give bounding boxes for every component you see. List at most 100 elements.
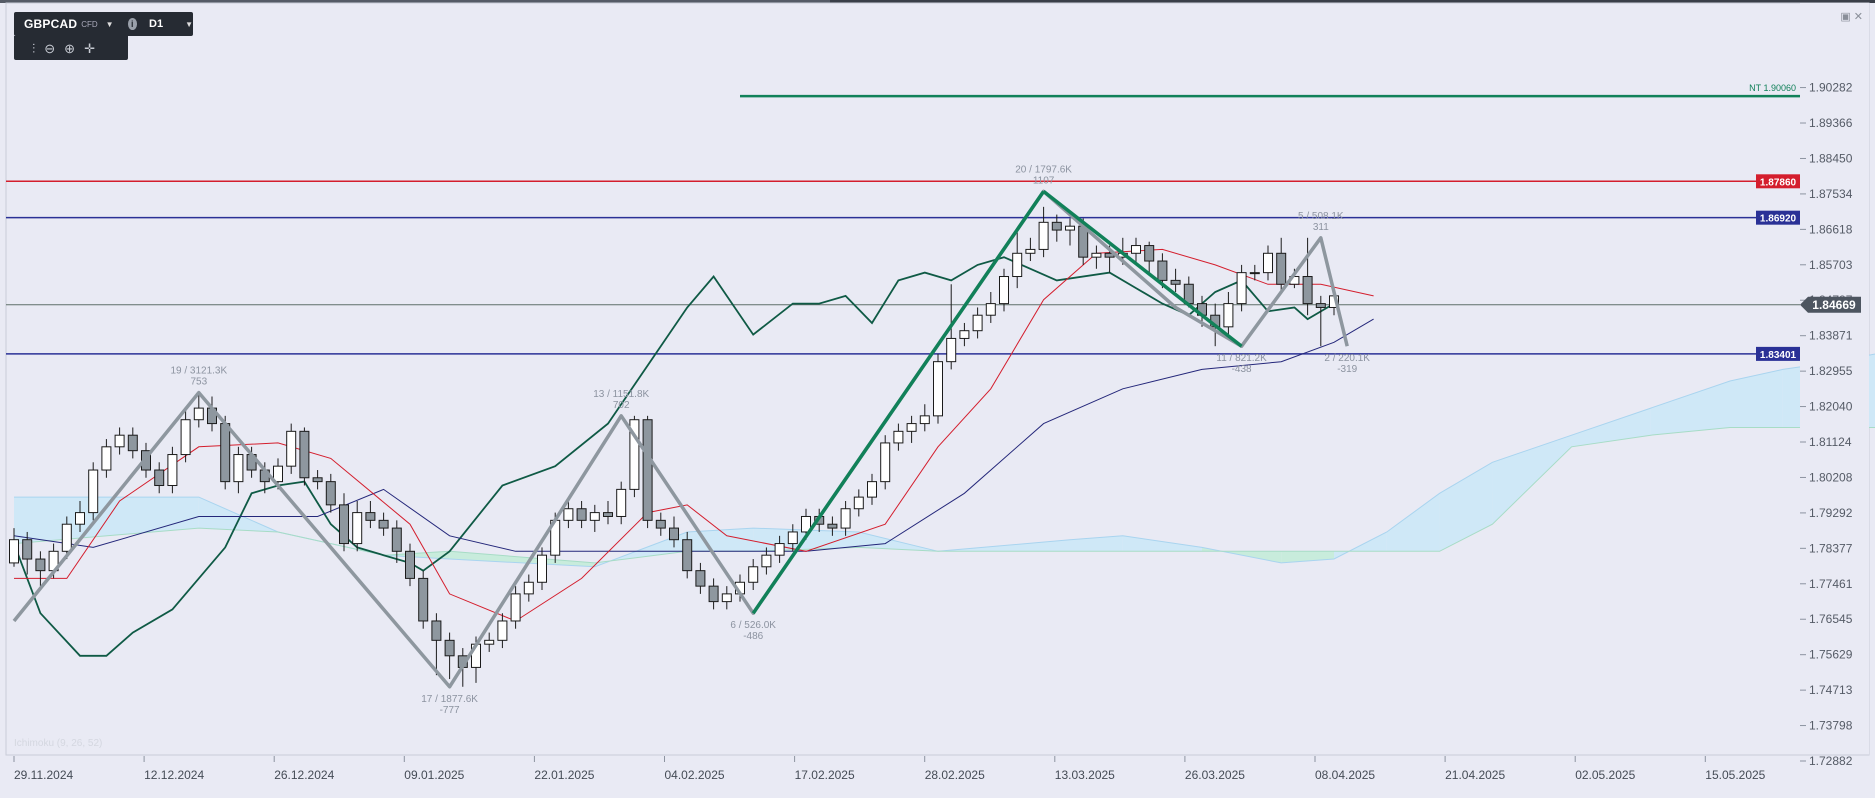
candle (708, 578, 719, 610)
time-tick-label: 15.05.2025 (1705, 768, 1765, 782)
candle-up-body (867, 481, 877, 498)
pattern-leg-line (751, 190, 1046, 615)
swing-points-label: -438 (1232, 364, 1252, 375)
candle (1170, 268, 1181, 292)
candle (787, 524, 798, 552)
candle-down-body (1051, 221, 1062, 231)
candle-down-body (695, 570, 706, 587)
candle-down-body (642, 419, 653, 521)
level-badge-label: 1.83401 (1760, 350, 1797, 361)
candle-up-body (484, 639, 495, 645)
candle (840, 500, 851, 536)
price-tick-label: 1.90282 (1809, 81, 1853, 95)
time-tick-label: 02.05.2025 (1575, 768, 1635, 782)
candle (959, 322, 970, 347)
candle (695, 562, 706, 594)
symbol-chevron-down-icon[interactable]: ▼ (105, 19, 114, 29)
time-tick-label: 12.12.2024 (144, 768, 204, 782)
candle-down-body (1157, 260, 1168, 281)
candle-up-body (1223, 303, 1234, 328)
price-tick-label: 1.78377 (1809, 541, 1853, 555)
time-tick-label: 08.04.2025 (1315, 768, 1375, 782)
candle (61, 516, 72, 560)
candle-down-body (154, 469, 165, 487)
time-tick-label: 09.01.2025 (404, 768, 464, 782)
ichimoku-cloud-segment (383, 551, 450, 559)
candle-down-body (220, 423, 231, 483)
candle-up-body (167, 454, 178, 487)
candle (537, 547, 547, 591)
close-icon[interactable]: ✕ (1853, 11, 1863, 23)
candle (523, 574, 534, 602)
swing-points-label: -319 (1337, 364, 1357, 375)
candle-down-body (708, 585, 719, 603)
candle (35, 551, 46, 587)
zigzag-line (12, 189, 1349, 689)
candle (510, 586, 521, 629)
candle-down-body (365, 512, 376, 521)
candle (1091, 245, 1102, 269)
top-scrollbar[interactable] (0, 0, 1875, 3)
symbol-name[interactable]: GBPCAD (24, 17, 78, 31)
timeframe-label[interactable]: D1 (149, 18, 164, 30)
candle-down-body (299, 430, 310, 479)
cloud-span-a-line (14, 353, 1875, 568)
candle (603, 500, 613, 525)
maximize-icon[interactable]: ▣ (1840, 11, 1851, 23)
price-tick-label: 1.82955 (1809, 364, 1853, 378)
swing-volume-label: 19 / 3121.3K (170, 366, 227, 377)
candle (1025, 237, 1036, 262)
candle-down-body (827, 523, 838, 529)
candle (880, 435, 891, 490)
candle-up-body (919, 415, 930, 425)
candle-up-body (114, 434, 125, 448)
candle (721, 586, 732, 610)
candle-down-body (431, 620, 442, 641)
candle-up-body (1065, 225, 1075, 231)
price-tick-label: 1.88450 (1809, 151, 1853, 165)
price-tick-label: 1.74713 (1809, 683, 1853, 697)
info-icon[interactable]: i (127, 18, 138, 30)
chikou-span-line (13, 256, 1335, 657)
candle-up-body (840, 508, 851, 529)
candle-down-body (1170, 279, 1181, 285)
candle-up-body (563, 508, 574, 521)
candle (497, 613, 508, 649)
swing-points-label: 311 (1313, 222, 1329, 233)
candle-up-body (972, 314, 983, 332)
candle-up-body (88, 469, 99, 514)
candle-down-body (405, 550, 415, 579)
candle (642, 415, 653, 529)
candle (339, 493, 349, 552)
candle (867, 473, 877, 505)
ichimoku-cloud-segment (687, 528, 754, 552)
candle-up-body (1249, 272, 1260, 275)
candle-down-body (391, 527, 402, 552)
timeframe-chevron-down-icon[interactable]: ▼ (185, 19, 193, 29)
swing-volume-label: 20 / 1797.6K (1015, 164, 1072, 175)
candle (325, 473, 336, 513)
ichimoku-cloud-segment (1439, 462, 1493, 552)
ichimoku-cloud-segment (1650, 381, 1730, 436)
candle (1038, 206, 1049, 258)
indicator-legend-text: Ichimoku (9, 26, 52) (14, 738, 102, 749)
zoom-out-icon[interactable]: ⊖ (44, 40, 56, 56)
candle (405, 543, 415, 587)
time-tick-label: 21.04.2025 (1445, 768, 1505, 782)
candle-up-body (497, 620, 508, 641)
price-tick-label: 1.76545 (1809, 612, 1853, 626)
price-tick-label: 1.73798 (1809, 719, 1853, 733)
candle-up-body (761, 554, 772, 568)
crosshair-icon[interactable]: ✛ (84, 40, 95, 56)
candle-style-icon[interactable]: ⫶ (32, 40, 36, 56)
level-badge (1756, 346, 1800, 361)
zoom-in-icon[interactable]: ⊕ (64, 40, 76, 56)
candle-up-body (193, 407, 204, 421)
candle (893, 423, 904, 451)
candle (563, 500, 574, 529)
candle-up-body (933, 361, 943, 417)
scrollbar-thumb[interactable] (0, 0, 830, 3)
candle-down-body (339, 504, 349, 545)
time-tick-label: 29.11.2024 (14, 768, 73, 782)
